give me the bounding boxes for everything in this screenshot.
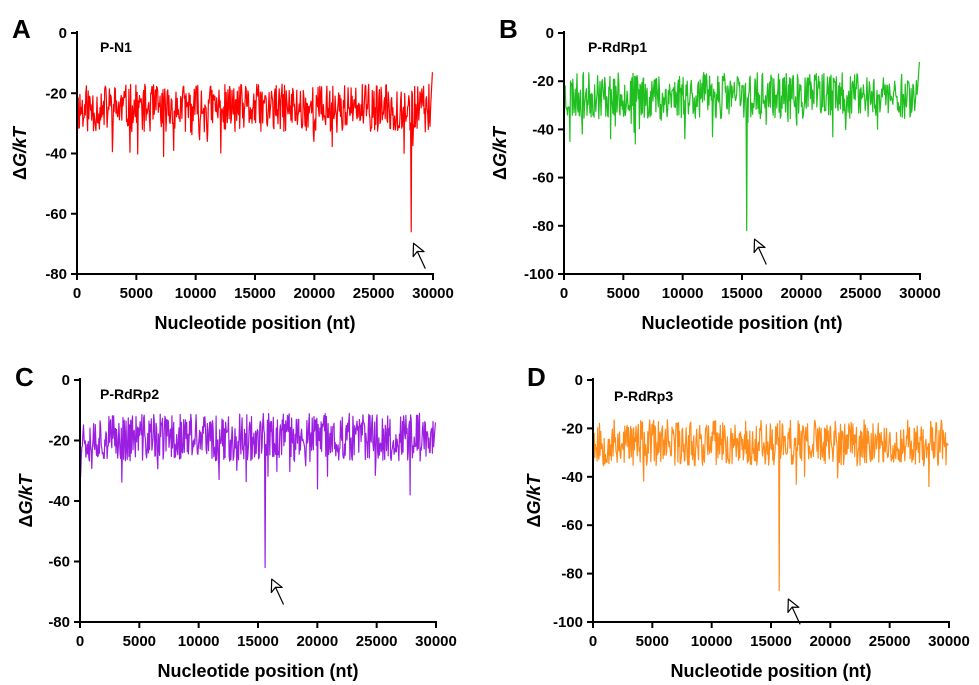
y-tick-label: -60	[45, 206, 67, 223]
x-tick-label: 20000	[809, 633, 851, 650]
y-tick-label: -20	[48, 433, 70, 450]
panel-letter: B	[499, 14, 518, 44]
probe-label: P-N1	[100, 39, 132, 55]
x-axis-title: Nucleotide position (nt)	[642, 313, 843, 333]
x-tick-label: 20000	[293, 285, 335, 302]
chart-panel-a: 0 -20 -40 -60 -80 0 5000 10000 15000 20000 25000 30…	[10, 14, 454, 333]
arrow-icon	[753, 238, 767, 265]
arrow-head	[787, 598, 800, 613]
x-tick-label: 15000	[234, 285, 276, 302]
x-tick-label: 20000	[780, 285, 822, 302]
x-tick-label: 5000	[120, 285, 153, 302]
y-axis-title-delta: Δ	[524, 514, 544, 527]
y-axis-title-variable: G/kT	[16, 473, 36, 515]
arrow-icon	[787, 598, 801, 625]
y-tick-label: -20	[45, 85, 67, 102]
series-line	[563, 61, 920, 232]
y-tick-label: -40	[532, 121, 554, 138]
y-tick-label: -40	[45, 146, 67, 163]
x-tick-label: 15000	[721, 285, 763, 302]
x-axis-title: Nucleotide position (nt)	[158, 661, 359, 681]
series-line	[79, 412, 436, 569]
y-tick-label: -60	[48, 554, 70, 571]
y-axis-title: ΔG/kT	[10, 125, 30, 180]
x-axis-title: Nucleotide position (nt)	[155, 313, 356, 333]
y-axis-title-delta: Δ	[490, 167, 510, 180]
x-tick-label: 10000	[175, 285, 217, 302]
x-tick-label: 30000	[899, 285, 941, 302]
y-tick-label: -80	[532, 218, 554, 235]
y-axis-title: ΔG/kT	[490, 125, 510, 180]
x-tick-label: 15000	[237, 633, 279, 650]
probe-label: P-RdRp1	[588, 39, 647, 55]
y-axis-title-variable: G/kT	[490, 125, 510, 167]
y-tick-label: -80	[45, 266, 67, 283]
y-tick-label: -100	[553, 614, 583, 631]
y-axis-title-delta: Δ	[10, 167, 30, 180]
y-tick-label: -60	[561, 517, 583, 534]
series-line	[76, 72, 433, 233]
y-axis-title-variable: G/kT	[524, 473, 544, 515]
x-tick-label: 10000	[691, 633, 733, 650]
x-axis-title: Nucleotide position (nt)	[671, 661, 872, 681]
y-tick-label: 0	[546, 25, 554, 42]
y-tick-label: 0	[575, 372, 583, 389]
y-tick-label: -40	[561, 469, 583, 486]
arrow-icon	[270, 578, 285, 605]
x-tick-label: 15000	[750, 633, 792, 650]
series-line	[592, 419, 949, 592]
x-tick-label: 30000	[415, 633, 457, 650]
y-axis-title-delta: Δ	[16, 514, 36, 527]
x-tick-label: 5000	[636, 633, 669, 650]
y-axis-title: ΔG/kT	[524, 473, 544, 528]
x-tick-label: 25000	[840, 285, 882, 302]
x-tick-label: 5000	[607, 285, 640, 302]
chart-panel-b: 0 -20 -40 -60 -80 -100 0 5000 10000 15000 20000 250…	[490, 14, 941, 333]
x-tick-label: 0	[560, 285, 568, 302]
x-tick-label: 0	[76, 633, 84, 650]
x-tick-label: 20000	[296, 633, 338, 650]
arrow-head	[270, 578, 283, 594]
y-tick-label: -20	[561, 420, 583, 437]
panel-letter: C	[15, 362, 34, 392]
x-tick-label: 30000	[412, 285, 454, 302]
y-tick-label: -80	[48, 614, 70, 631]
panel-letter: D	[527, 362, 546, 392]
probe-label: P-RdRp2	[100, 386, 159, 402]
y-tick-label: 0	[59, 25, 67, 42]
probe-label: P-RdRp3	[614, 388, 673, 404]
y-tick-label: -20	[532, 73, 554, 90]
x-tick-label: 10000	[662, 285, 704, 302]
x-tick-label: 25000	[353, 285, 395, 302]
x-tick-label: 0	[73, 285, 81, 302]
x-tick-label: 25000	[356, 633, 398, 650]
y-tick-label: 0	[62, 372, 70, 389]
chart-panel-c: 0 -20 -40 -60 -80 0 5000 10000 15000 20000 25000 30…	[15, 362, 457, 681]
x-tick-label: 25000	[869, 633, 911, 650]
x-tick-label: 5000	[123, 633, 156, 650]
panel-letter: A	[12, 14, 31, 44]
y-axis-title-variable: G/kT	[10, 125, 30, 167]
arrow-head	[412, 242, 425, 258]
x-tick-label: 30000	[928, 633, 970, 650]
y-tick-label: -100	[524, 266, 554, 283]
x-tick-label: 0	[589, 633, 597, 650]
arrow-icon	[412, 242, 426, 269]
y-axis-title: ΔG/kT	[16, 473, 36, 528]
arrow-head	[753, 238, 766, 254]
chart-panel-d: 0 -20 -40 -60 -80 -100 0 5000 10000 15000 20000 250…	[524, 362, 970, 681]
x-tick-label: 10000	[178, 633, 220, 650]
y-tick-label: -40	[48, 493, 70, 510]
y-tick-label: -80	[561, 566, 583, 583]
y-tick-label: -60	[532, 170, 554, 187]
